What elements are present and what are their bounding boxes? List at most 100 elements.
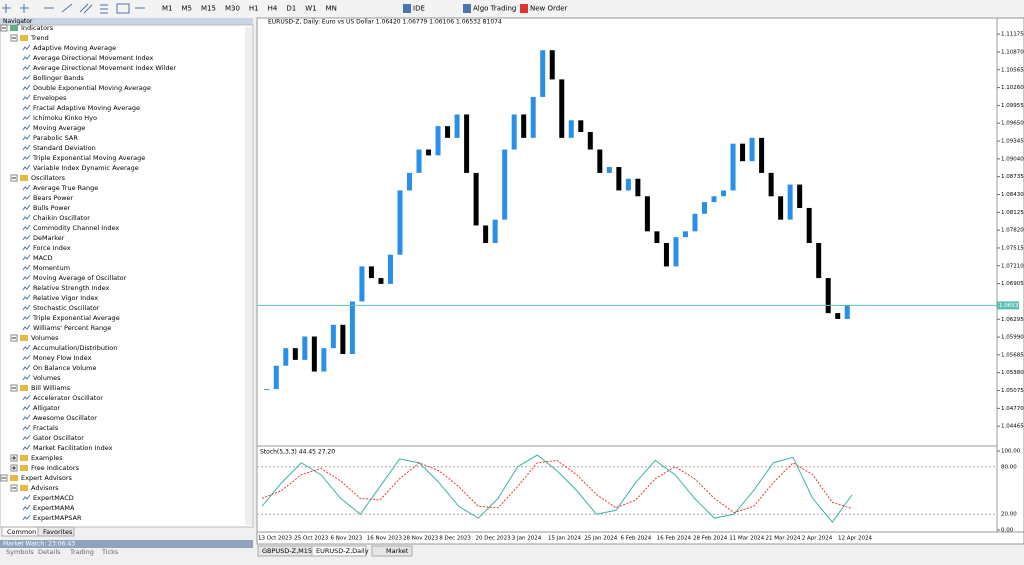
date-label: 8 Dec 2023 (439, 536, 471, 542)
folder-icon (20, 175, 28, 181)
timeframe-button[interactable]: M1 (162, 5, 173, 13)
tree-item[interactable]: ExpertMAPSAR (33, 514, 82, 522)
tree-item[interactable]: Chaikin Oscillator (33, 214, 90, 222)
tree-item[interactable]: Expert Advisors (21, 474, 73, 482)
timeframe-button[interactable]: M5 (182, 5, 193, 13)
candle (311, 336, 317, 372)
stoch-main (261, 454, 853, 523)
tree-item[interactable]: Market Facilitation Index (33, 444, 113, 452)
timeframe-button[interactable]: D1 (286, 5, 296, 13)
tree-item[interactable]: Adaptive Moving Average (33, 44, 116, 52)
tree-item[interactable]: Bollinger Bands (33, 74, 85, 82)
tree-item[interactable]: Envelopes (33, 94, 67, 102)
tab-label[interactable]: Symbols (6, 548, 34, 556)
tree-item[interactable]: Indicators (21, 24, 54, 32)
tree-item[interactable]: Force Index (33, 244, 71, 252)
tree-item[interactable]: Bulls Power (33, 204, 71, 212)
tree-item[interactable]: Ichimoku Kinko Hyo (33, 114, 97, 122)
indicator-icon (22, 264, 31, 271)
indicator-icon (22, 494, 31, 501)
button-icon (403, 4, 411, 13)
tree-item[interactable]: Accelerator Oscillator (33, 394, 103, 402)
tree-item[interactable]: Examples (31, 454, 63, 462)
tree-item[interactable]: Oscillators (31, 174, 66, 182)
candle (578, 120, 584, 132)
tree-item[interactable]: Relative Vigor Index (33, 294, 98, 302)
tree-item[interactable]: Double Exponential Moving Average (33, 84, 151, 92)
tree-item[interactable]: Average Directional Movement Index Wilde… (33, 64, 176, 72)
timeframe-button[interactable]: W1 (305, 5, 316, 13)
tree-item[interactable]: On Balance Volume (33, 364, 96, 372)
tab-label[interactable]: Ticks (101, 548, 119, 556)
candle (492, 219, 498, 244)
timeframe-button[interactable]: M15 (201, 5, 216, 13)
timeframe-button[interactable]: MN (326, 5, 337, 13)
timeframe-button[interactable]: M30 (225, 5, 240, 13)
tree-item[interactable]: Relative Strength Index (33, 284, 110, 292)
tree-item[interactable]: Alligator (33, 404, 60, 412)
timeframes: M1 M5 M15 M30 H1 H4 D1 W1 MN IDE Algo Trading New O… (162, 4, 568, 13)
candle (740, 143, 746, 162)
tree-item[interactable]: Fractals (33, 424, 59, 432)
tree-item[interactable]: Trend (30, 34, 49, 42)
stochastic-label: Stoch(5,3,3) 44.45 27.20 (260, 449, 335, 456)
tree-item[interactable]: ExpertMAMA (33, 504, 75, 512)
price-tick-label: 1.05685 (1001, 352, 1024, 358)
tree-item[interactable]: Moving Average of Oscillator (33, 274, 127, 282)
tree-item[interactable]: Stochastic Oscillator (33, 304, 100, 312)
tree-item[interactable]: Fractal Adaptive Moving Average (33, 104, 140, 112)
tree-item[interactable]: Moving Average (33, 124, 85, 132)
tree-item[interactable]: Average Directional Movement Index (33, 54, 154, 62)
candle (644, 196, 650, 232)
market-watch-tabs: Symbols Details Trading Ticks (6, 548, 119, 556)
timeframe-button[interactable]: H1 (249, 5, 259, 13)
tree-item[interactable]: Money Flow Index (33, 354, 92, 362)
bid-label-box (997, 301, 1019, 310)
tree-item[interactable]: Parabolic SAR (33, 134, 78, 142)
price-tick-label: 1.10565 (1001, 67, 1024, 73)
date-label: 21 Mar 2024 (766, 536, 801, 542)
timeframe-button[interactable]: H4 (268, 5, 278, 13)
tree-item[interactable]: Williams' Percent Range (33, 324, 111, 332)
tree-item[interactable]: Gator Oscillator (33, 434, 84, 442)
indicator-icon (22, 44, 31, 51)
toolbar (0, 0, 1024, 17)
candle (368, 266, 374, 279)
toolbar-button[interactable]: IDE (413, 5, 425, 13)
tree-item[interactable]: Advisors (31, 484, 59, 492)
tree-item[interactable]: DeMarker (33, 234, 65, 242)
tree-item[interactable]: Triple Exponential Average (32, 314, 120, 322)
toolbar-button[interactable]: New Order (530, 5, 568, 13)
price-tick-label: 1.09345 (1001, 139, 1024, 145)
candle (844, 305, 850, 319)
tab[interactable] (37, 526, 75, 537)
chart-tab[interactable] (311, 545, 367, 557)
tree-item[interactable]: MACD (33, 254, 52, 262)
tree-item[interactable]: Average True Range (33, 184, 98, 192)
date-label: 2 Apr 2024 (802, 536, 833, 542)
bid-label: 1.06532 (999, 303, 1022, 309)
tree-item[interactable]: Standard Deviation (33, 144, 96, 152)
indicator-icon (22, 304, 31, 311)
tab-label[interactable]: Details (38, 548, 61, 556)
tree-item[interactable]: Commodity Channel Index (33, 224, 119, 232)
tree-item[interactable]: Awesome Oscillator (33, 414, 97, 422)
tree-item[interactable]: Volumes (33, 374, 61, 382)
tree-item[interactable]: Accumulation/Distribution (33, 344, 117, 352)
tab-label[interactable]: Trading (69, 548, 94, 556)
candle (407, 172, 412, 191)
chart-tab[interactable] (371, 545, 413, 557)
date-label: 11 Mar 2024 (729, 536, 764, 542)
candle (587, 132, 593, 150)
tree-item[interactable]: Free Indicators (31, 464, 80, 472)
toolbar-button[interactable]: Algo Trading (473, 5, 516, 13)
tree-item[interactable]: Bill Williams (31, 384, 71, 392)
tree-item[interactable]: Momentum (33, 264, 70, 272)
tree-item[interactable]: Variable Index Dynamic Average (33, 164, 139, 172)
tree-item[interactable]: Triple Exponential Moving Average (32, 154, 145, 162)
tree-item[interactable]: Volumes (31, 334, 59, 342)
scrollbar (245, 27, 252, 525)
candle (521, 114, 527, 138)
tree-item[interactable]: Bears Power (33, 194, 74, 202)
tree-item[interactable]: ExpertMACD (33, 494, 74, 502)
